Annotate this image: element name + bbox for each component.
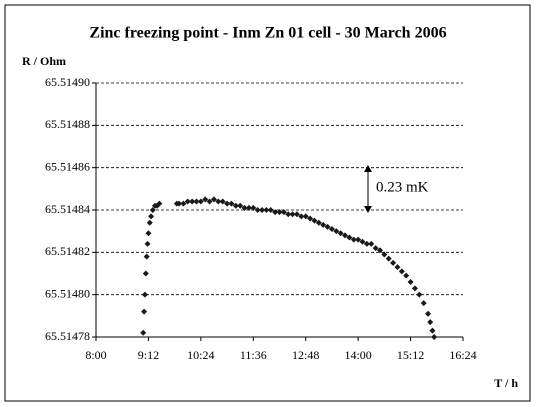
data-point <box>280 209 287 216</box>
data-point <box>390 259 397 266</box>
data-point <box>215 198 222 205</box>
data-point <box>189 198 196 205</box>
data-point <box>259 207 266 213</box>
data-point <box>429 327 436 334</box>
data-point <box>146 219 153 226</box>
x-tick-label: 10:24 <box>187 348 214 362</box>
data-point <box>385 255 392 262</box>
data-point <box>431 334 438 340</box>
x-axis-label: T / h <box>494 376 518 390</box>
data-point <box>228 200 235 207</box>
data-point <box>363 240 370 247</box>
x-tick-label: 11:36 <box>240 348 267 362</box>
chart-frame <box>4 4 531 402</box>
data-point <box>140 329 147 336</box>
data-point <box>197 198 204 205</box>
data-point <box>372 245 379 252</box>
x-tick-label: 9:12 <box>138 348 159 362</box>
data-point <box>267 207 274 213</box>
data-point <box>342 232 349 239</box>
data-point <box>328 226 335 233</box>
data-point <box>263 207 270 213</box>
data-point <box>337 230 344 237</box>
data-point <box>333 228 340 235</box>
data-point <box>272 209 279 216</box>
x-tick-label: 12:48 <box>292 348 319 362</box>
data-point <box>245 204 252 211</box>
data-point <box>346 234 353 241</box>
y-axis-label: R / Ohm <box>22 54 66 68</box>
data-point <box>355 236 362 243</box>
data-point <box>368 240 375 247</box>
data-point <box>141 291 148 298</box>
data-point <box>276 209 283 216</box>
data-point <box>298 213 305 220</box>
y-tick-label: 65.51482 <box>45 244 90 258</box>
data-point <box>324 223 331 230</box>
data-point <box>219 198 226 205</box>
annotation: 0.23 mK <box>376 179 429 195</box>
data-point <box>144 240 151 247</box>
data-point <box>398 268 405 275</box>
data-point <box>350 236 357 243</box>
y-tick-label: 65.51488 <box>45 117 90 131</box>
data-point <box>416 291 423 298</box>
data-point <box>320 221 327 228</box>
data-point <box>359 238 366 245</box>
data-point <box>180 200 187 207</box>
y-tick-label: 65.51490 <box>45 75 90 89</box>
data-point <box>411 285 418 292</box>
data-point <box>394 264 401 271</box>
data-point <box>302 213 309 220</box>
y-tick-label: 65.51478 <box>45 329 90 343</box>
data-point <box>420 300 427 307</box>
data-point <box>381 251 388 258</box>
data-point <box>241 204 248 211</box>
data-point <box>315 219 322 226</box>
data-point <box>237 202 244 209</box>
x-tick-label: 15:12 <box>397 348 424 362</box>
data-point <box>285 211 292 218</box>
data-point <box>250 204 257 211</box>
data-point <box>206 198 213 205</box>
data-point <box>145 230 152 237</box>
data-point <box>307 215 314 222</box>
data-point <box>427 319 434 326</box>
x-tick-label: 8:00 <box>85 348 106 362</box>
x-tick-label: 16:24 <box>449 348 476 362</box>
data-point <box>176 200 183 207</box>
chart-title: Zinc freezing point - Inm Zn 01 cell - 3… <box>89 25 446 42</box>
data-point <box>376 247 383 254</box>
data-point <box>311 217 318 224</box>
data-point <box>142 270 149 277</box>
data-point <box>184 198 191 205</box>
data-point <box>289 211 296 218</box>
y-tick-label: 65.51480 <box>45 286 90 300</box>
x-tick-label: 14:00 <box>344 348 371 362</box>
data-point <box>254 207 261 213</box>
data-point <box>403 272 410 279</box>
data-point <box>407 278 414 285</box>
data-point <box>210 196 217 203</box>
data-point <box>425 310 432 317</box>
y-tick-label: 65.51486 <box>45 159 90 173</box>
data-point <box>193 198 200 205</box>
data-point <box>232 202 239 209</box>
y-tick-label: 65.51484 <box>45 202 90 216</box>
data-point <box>202 196 209 203</box>
data-point <box>143 253 150 260</box>
data-point <box>148 213 155 220</box>
data-point <box>156 200 163 207</box>
data-point <box>293 211 300 218</box>
data-point <box>141 308 148 315</box>
data-point <box>149 207 156 213</box>
data-point <box>224 200 231 207</box>
